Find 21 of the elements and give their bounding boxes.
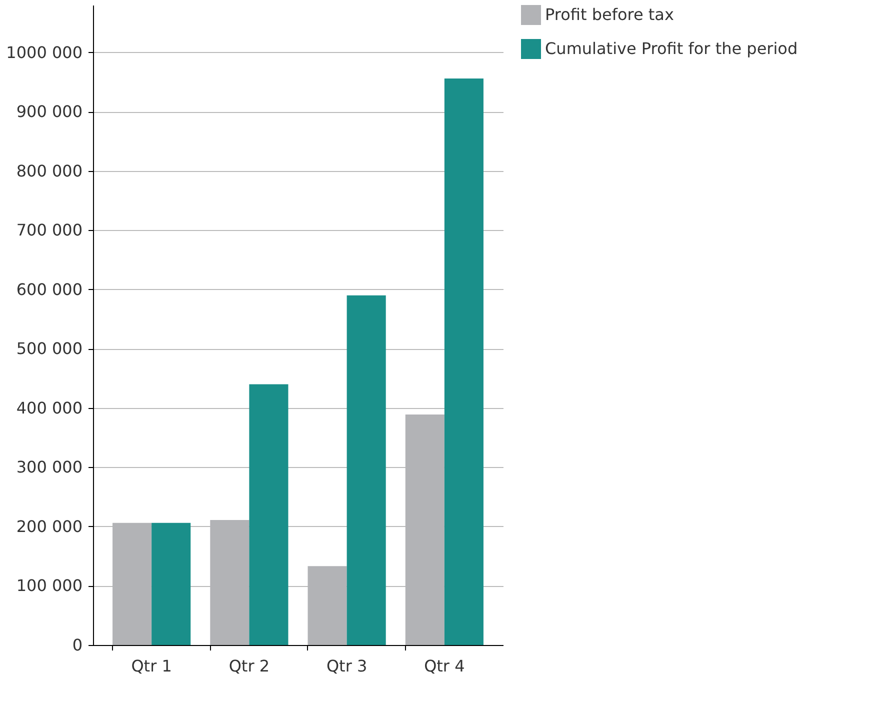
y-tick-label: 400 000 <box>16 398 82 418</box>
x-tick-label: Qtr 3 <box>326 656 368 676</box>
x-tick-label: Qtr 1 <box>131 656 172 676</box>
y-tick-label: 500 000 <box>16 339 82 358</box>
y-tick-label: 200 000 <box>16 516 82 536</box>
bar <box>249 384 288 645</box>
y-tick-label: 0 <box>72 636 82 654</box>
bar <box>152 522 191 645</box>
bar <box>444 78 484 645</box>
y-tick-label: 100 000 <box>16 576 82 596</box>
y-tick-label: 800 000 <box>16 161 82 180</box>
y-tick-label: 700 000 <box>16 220 82 240</box>
y-tick-label: 900 000 <box>16 102 82 122</box>
legend-label: Cumulative Profit for the period <box>545 39 798 58</box>
bar <box>346 295 386 645</box>
x-tick-label: Qtr 4 <box>424 656 465 676</box>
legend-label: Profit before tax <box>545 5 674 24</box>
y-tick-label: 600 000 <box>16 280 82 299</box>
x-tick-label: Qtr 2 <box>228 656 270 676</box>
y-tick-label: 1000 000 <box>6 42 82 62</box>
y-tick-label: 300 000 <box>16 458 82 477</box>
